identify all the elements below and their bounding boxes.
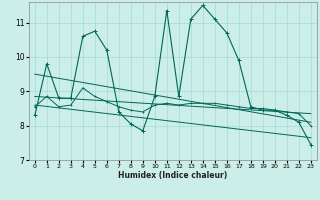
X-axis label: Humidex (Indice chaleur): Humidex (Indice chaleur): [118, 171, 228, 180]
